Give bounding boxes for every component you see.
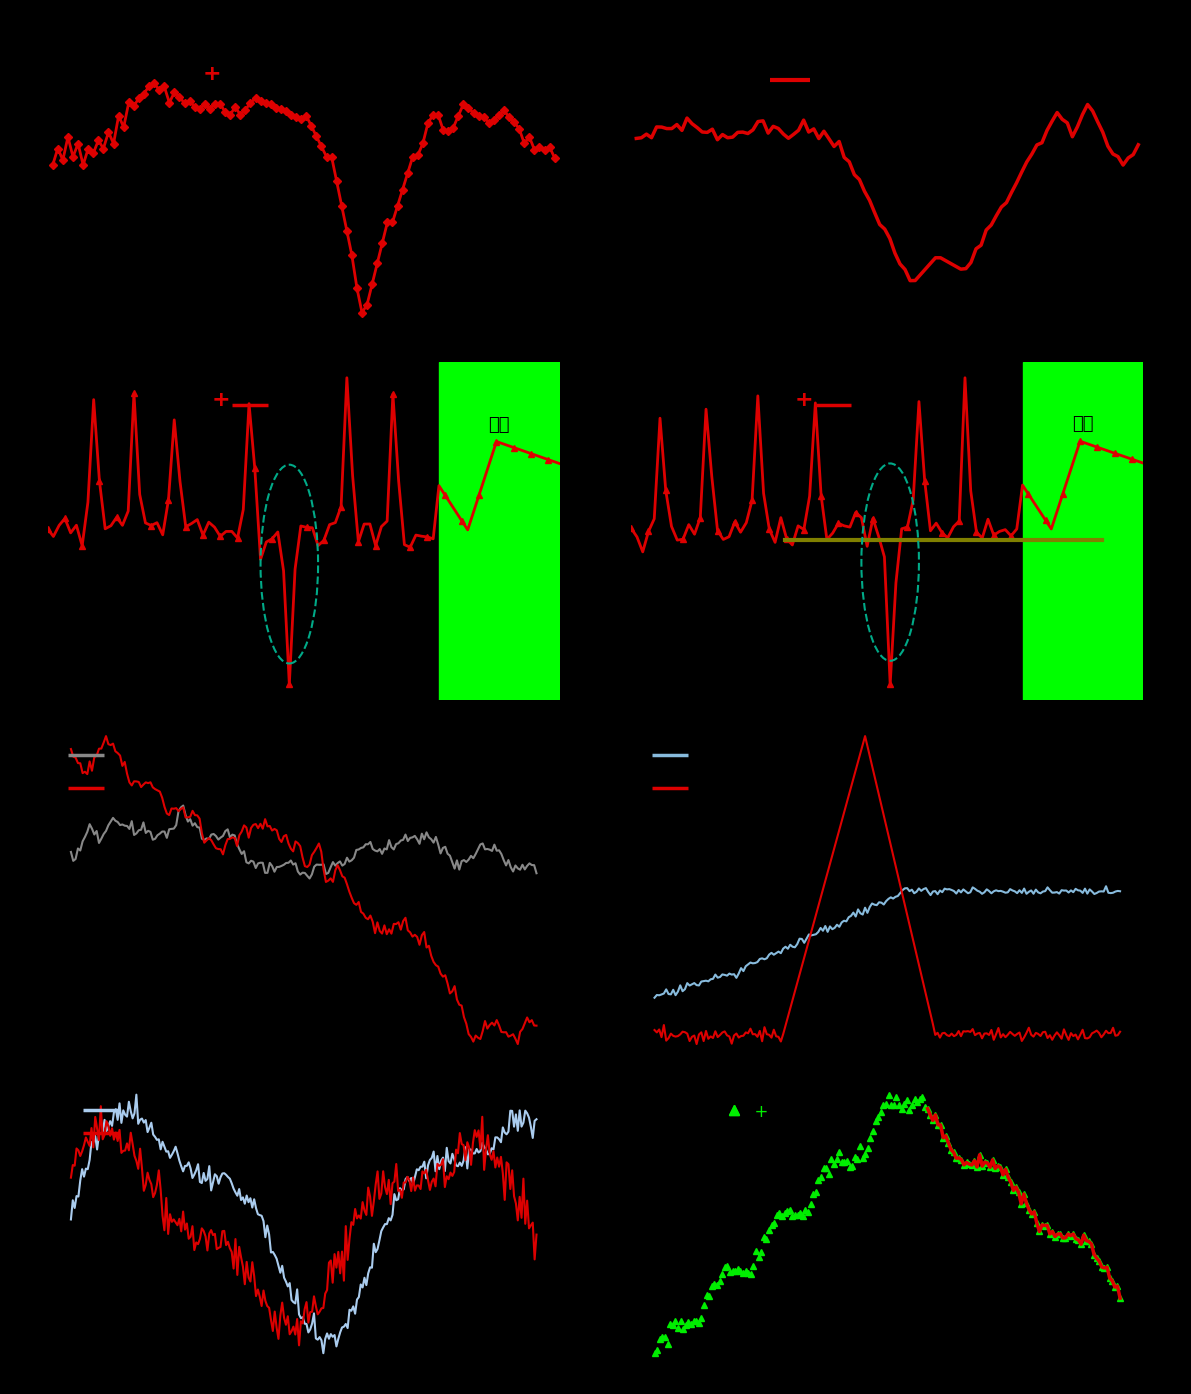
- Bar: [1023, 362, 1143, 700]
- Text: 预测: 预测: [1072, 415, 1093, 434]
- Bar: [439, 362, 560, 700]
- Text: +: +: [212, 390, 230, 410]
- Text: +: +: [744, 1103, 768, 1121]
- Text: +: +: [202, 64, 220, 84]
- Text: +: +: [796, 390, 813, 410]
- Text: 预测: 预测: [488, 415, 510, 434]
